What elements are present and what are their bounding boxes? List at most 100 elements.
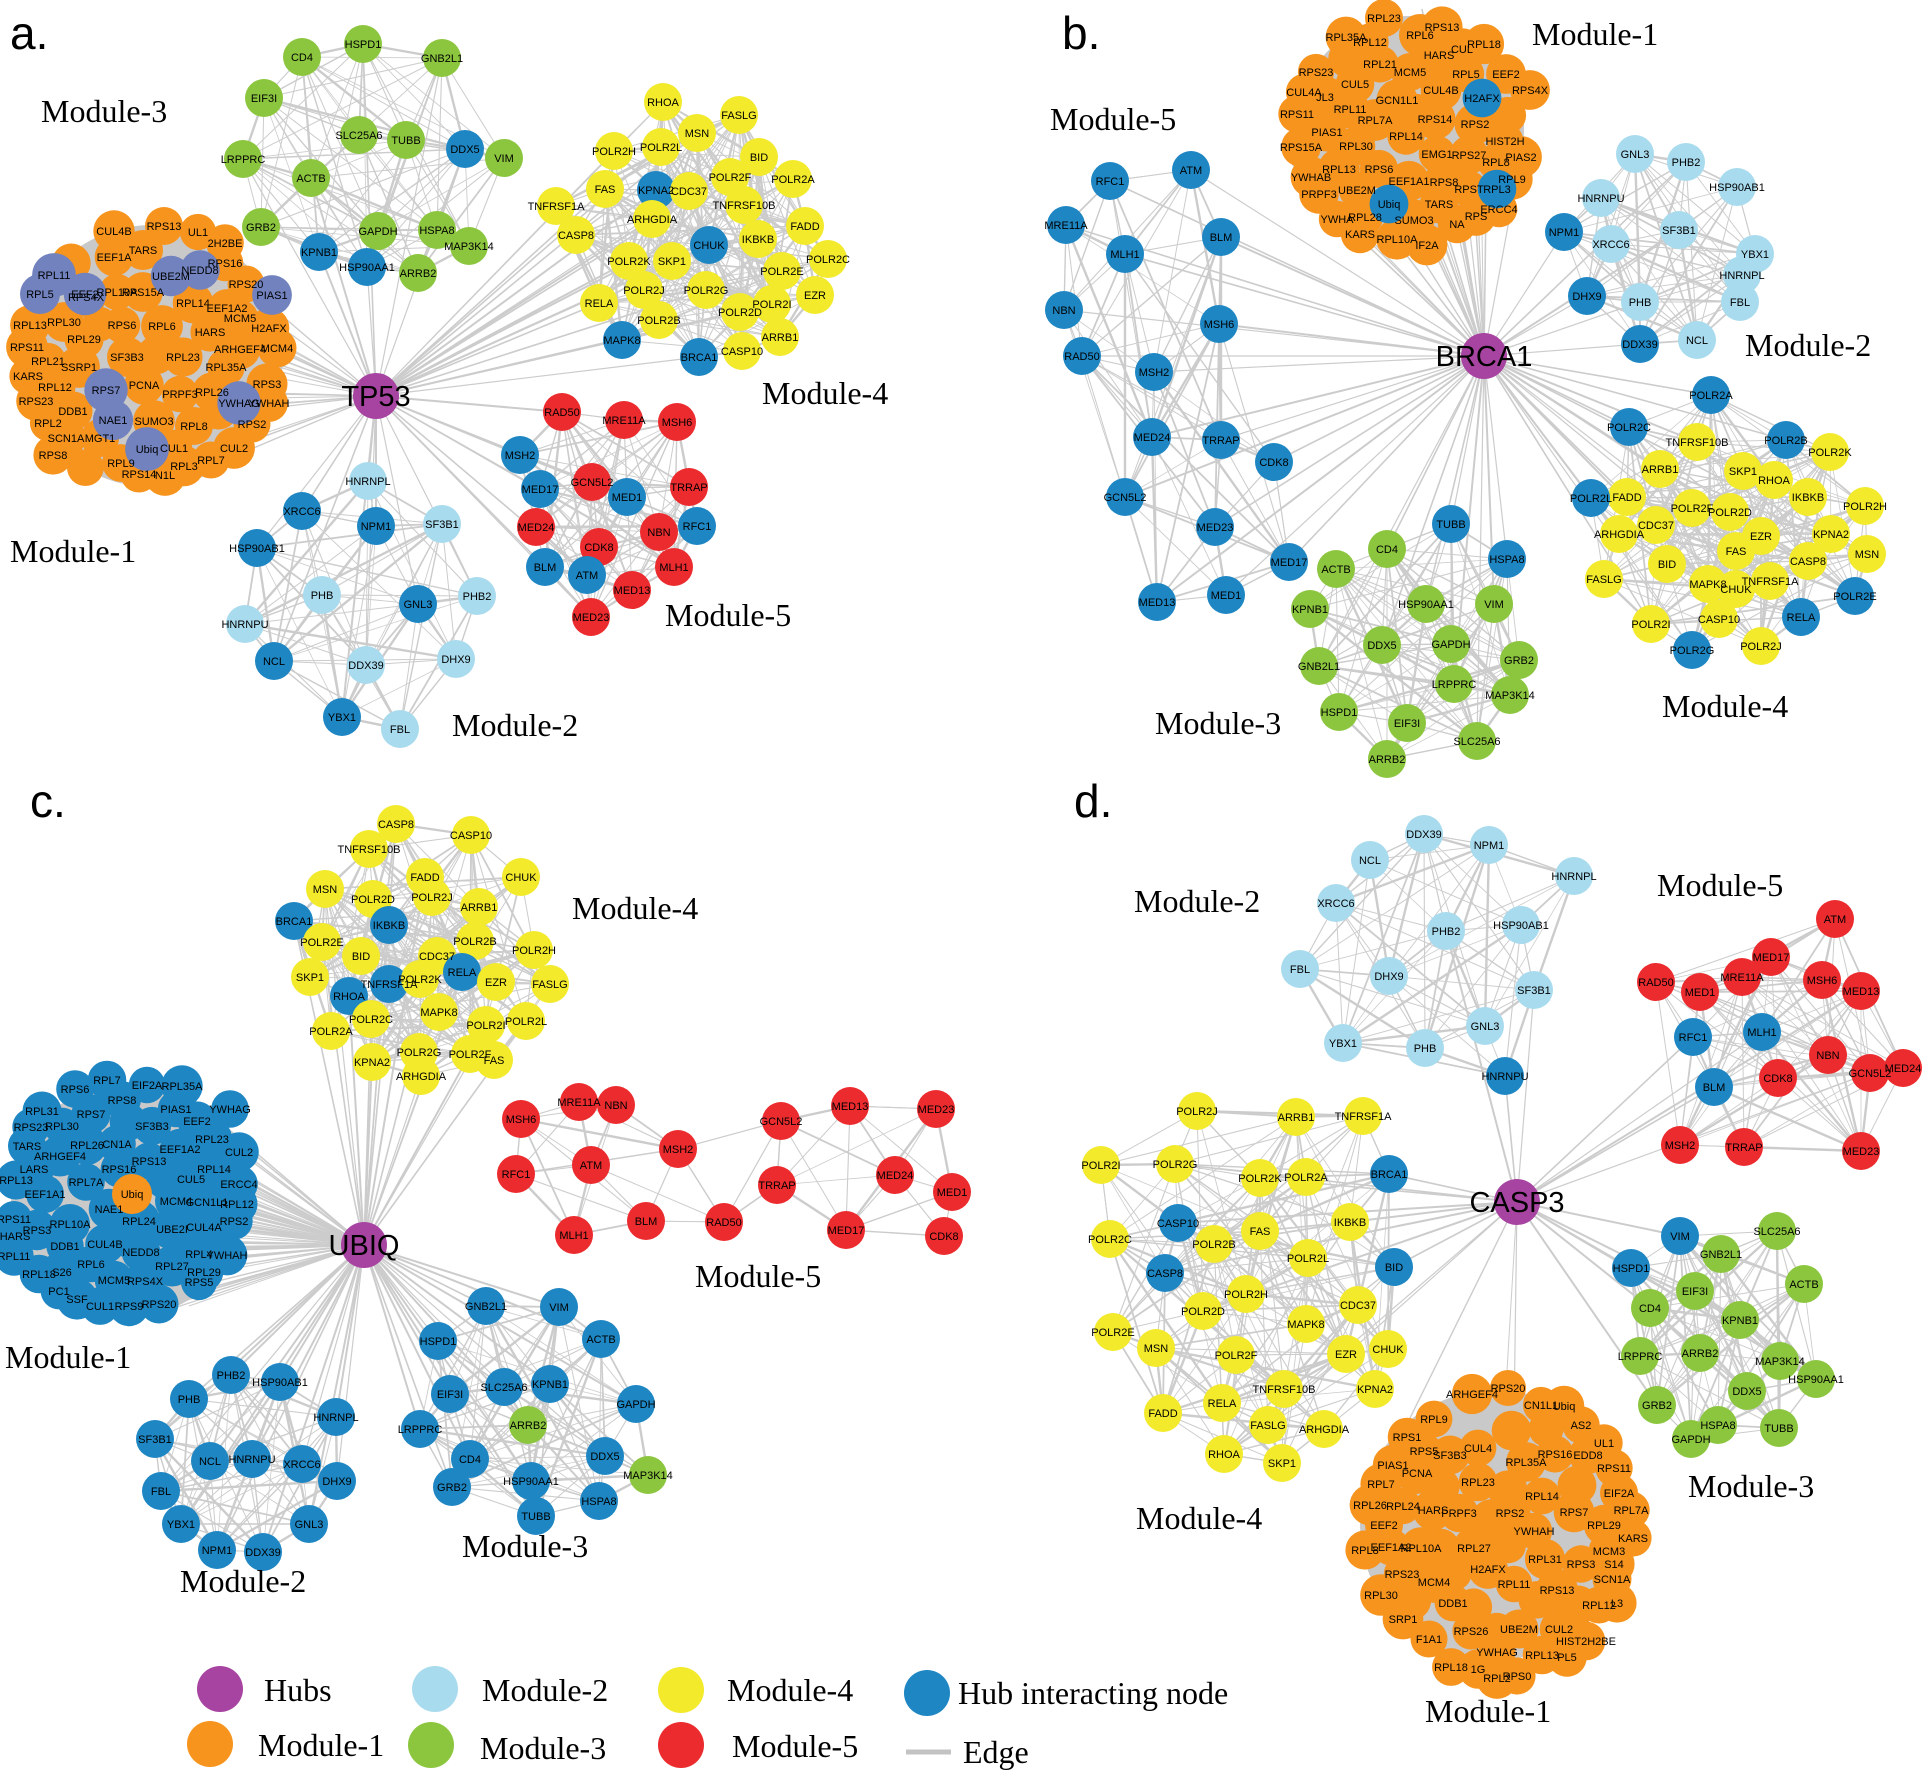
svg-text:CUL4A: CUL4A <box>186 1222 222 1234</box>
svg-text:GAPDH: GAPDH <box>358 226 397 238</box>
svg-text:YWHA: YWHA <box>1321 214 1355 226</box>
svg-text:RPL31: RPL31 <box>25 1106 59 1118</box>
svg-text:JL3: JL3 <box>1316 92 1334 104</box>
svg-text:RPL21: RPL21 <box>31 356 65 368</box>
svg-text:YWHAH: YWHAH <box>249 398 290 410</box>
svg-text:PHB2: PHB2 <box>1672 157 1701 169</box>
svg-text:POLR2J: POLR2J <box>1176 1106 1218 1118</box>
svg-text:EIF2A: EIF2A <box>1604 1488 1635 1500</box>
svg-text:MLH1: MLH1 <box>1747 1027 1776 1039</box>
svg-text:RPST: RPST <box>1454 184 1484 196</box>
svg-text:HSPD1: HSPD1 <box>1321 707 1358 719</box>
svg-text:BID: BID <box>1385 1262 1403 1274</box>
svg-text:EEF2: EEF2 <box>1370 1520 1398 1532</box>
svg-text:FADD: FADD <box>790 221 819 233</box>
svg-text:VIM: VIM <box>1484 599 1504 611</box>
svg-text:EZR: EZR <box>804 290 826 302</box>
svg-text:Module-3: Module-3 <box>41 93 167 129</box>
svg-text:YWHAB: YWHAB <box>1291 172 1331 184</box>
svg-text:TUBB: TUBB <box>1436 519 1465 531</box>
svg-text:RPL28: RPL28 <box>1348 212 1382 224</box>
svg-text:MED1: MED1 <box>937 1187 968 1199</box>
svg-text:PHB2: PHB2 <box>463 591 492 603</box>
svg-text:CHUK: CHUK <box>505 872 537 884</box>
svg-text:CUL5: CUL5 <box>177 1174 205 1186</box>
svg-text:SLC25A6: SLC25A6 <box>335 130 382 142</box>
svg-text:NBN: NBN <box>647 527 670 539</box>
svg-text:FAS: FAS <box>1250 1226 1271 1238</box>
svg-text:MED24: MED24 <box>518 522 555 534</box>
svg-text:POLR2F: POLR2F <box>449 1049 492 1061</box>
svg-text:DDX5: DDX5 <box>1367 640 1396 652</box>
svg-text:FASLG: FASLG <box>721 110 756 122</box>
svg-text:GRB2: GRB2 <box>1504 655 1534 667</box>
svg-text:TUBB: TUBB <box>1764 1423 1793 1435</box>
svg-text:FAS: FAS <box>1726 546 1747 558</box>
svg-text:PHB2: PHB2 <box>217 1370 246 1382</box>
svg-text:RPL30: RPL30 <box>45 1121 79 1133</box>
svg-text:MED1: MED1 <box>612 492 643 504</box>
svg-text:SLC25A6: SLC25A6 <box>1453 736 1500 748</box>
svg-text:RPL29: RPL29 <box>1587 1520 1621 1532</box>
svg-text:DHX9: DHX9 <box>441 654 470 666</box>
svg-text:SUMO3: SUMO3 <box>134 416 173 428</box>
svg-text:POLR2D: POLR2D <box>1708 507 1752 519</box>
svg-text:HIST2H2BE: HIST2H2BE <box>1556 1636 1616 1648</box>
svg-text:MRE11A: MRE11A <box>557 1097 601 1109</box>
svg-text:SUMO3: SUMO3 <box>1394 215 1433 227</box>
svg-text:CDK8: CDK8 <box>1259 457 1288 469</box>
svg-text:AS2: AS2 <box>1571 1420 1592 1432</box>
svg-text:RPS20: RPS20 <box>142 1299 177 1311</box>
svg-text:SKP1: SKP1 <box>658 256 686 268</box>
svg-text:Module-2: Module-2 <box>452 707 578 743</box>
svg-text:BLM: BLM <box>1210 232 1233 244</box>
svg-text:CUL2: CUL2 <box>220 443 248 455</box>
svg-text:KARS: KARS <box>1345 229 1375 241</box>
svg-text:RPS3: RPS3 <box>1567 1559 1596 1571</box>
svg-text:BID: BID <box>750 152 768 164</box>
svg-text:YBX1: YBX1 <box>167 1519 195 1531</box>
svg-text:POLR2D: POLR2D <box>351 894 395 906</box>
svg-text:FBL: FBL <box>151 1486 171 1498</box>
svg-text:RPS4X: RPS4X <box>1512 85 1549 97</box>
svg-text:ARRB1: ARRB1 <box>1642 464 1679 476</box>
svg-text:ARRB2: ARRB2 <box>400 268 437 280</box>
svg-text:ACTB: ACTB <box>1321 564 1350 576</box>
svg-text:POLR2H: POLR2H <box>1843 501 1887 513</box>
svg-text:ARHGEF4: ARHGEF4 <box>34 1151 86 1163</box>
svg-text:MED1: MED1 <box>1211 590 1242 602</box>
svg-text:HSP90AA1: HSP90AA1 <box>1788 1374 1844 1386</box>
svg-text:POLR2C: POLR2C <box>806 254 850 266</box>
svg-text:Ubiq: Ubiq <box>1553 1401 1576 1413</box>
svg-text:RPS4X: RPS4X <box>127 1276 164 1288</box>
svg-text:RPL18: RPL18 <box>1434 1662 1468 1674</box>
svg-text:HSP90AA1: HSP90AA1 <box>503 1476 559 1488</box>
svg-text:L3: L3 <box>1611 1598 1623 1610</box>
svg-text:RPL8: RPL8 <box>180 421 208 433</box>
svg-text:BID: BID <box>352 951 370 963</box>
svg-text:S26: S26 <box>52 1267 72 1279</box>
svg-text:RPS: RPS <box>1465 211 1488 223</box>
svg-text:TNFRSF10B: TNFRSF10B <box>1666 437 1729 449</box>
svg-text:CD4: CD4 <box>459 1454 481 1466</box>
svg-text:RPL10A: RPL10A <box>50 1219 92 1231</box>
svg-text:RPL2: RPL2 <box>1483 1673 1511 1685</box>
svg-text:RPL11: RPL11 <box>1498 1579 1531 1591</box>
svg-text:MED24: MED24 <box>1885 1063 1922 1075</box>
svg-text:RPL27: RPL27 <box>155 1261 189 1273</box>
svg-text:KPNB1: KPNB1 <box>1722 1315 1758 1327</box>
svg-text:CN1A: CN1A <box>102 1139 132 1151</box>
svg-text:LARS: LARS <box>20 1164 49 1176</box>
svg-text:MAP3K14: MAP3K14 <box>1755 1356 1805 1368</box>
svg-text:CHUK: CHUK <box>1720 584 1752 596</box>
svg-text:SCN1A: SCN1A <box>48 433 85 445</box>
svg-text:MSH2: MSH2 <box>1139 367 1170 379</box>
svg-text:UBIQ: UBIQ <box>329 1230 400 1262</box>
svg-text:HSP90AA1: HSP90AA1 <box>339 262 395 274</box>
svg-text:RHOA: RHOA <box>333 991 365 1003</box>
svg-text:CUL4A: CUL4A <box>1286 87 1322 99</box>
svg-text:RPL21: RPL21 <box>1363 59 1397 71</box>
svg-text:RPL30: RPL30 <box>1364 1590 1398 1602</box>
svg-text:POLR2C: POLR2C <box>349 1014 393 1026</box>
svg-text:RFC1: RFC1 <box>683 521 712 533</box>
